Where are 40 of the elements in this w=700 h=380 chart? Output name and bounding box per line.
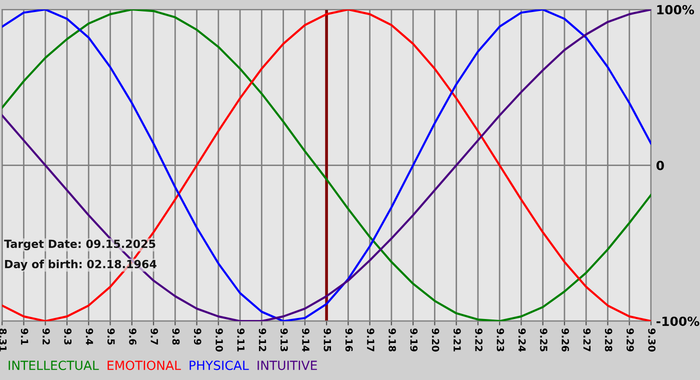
- x-tick-label: 9.21: [454, 328, 461, 352]
- x-tick-label: 9.3: [64, 328, 72, 344]
- x-tick-label: 9.10: [216, 328, 223, 352]
- x-tick-label: 9.1: [20, 328, 28, 345]
- x-tick-label: 9.7: [150, 328, 158, 344]
- x-tick-label: 9.13: [280, 328, 288, 352]
- x-tick-label: 9.15: [324, 328, 332, 352]
- y-tick-label: 0: [656, 160, 664, 170]
- x-tick-label: 9.30: [648, 328, 656, 352]
- x-tick-label: 9.19: [410, 328, 418, 352]
- x-tick-label: 9.9: [194, 328, 202, 345]
- y-tick-label: -100%: [656, 316, 700, 326]
- line-series: [2, 10, 651, 322]
- x-tick-label: 9.12: [258, 328, 266, 352]
- x-tick-label: 9.28: [604, 328, 612, 352]
- x-tick-label: 9.20: [432, 328, 440, 352]
- x-tick-label: 9.2: [42, 328, 50, 344]
- x-tick-label: 9.6: [129, 328, 136, 345]
- x-tick-label: 9.8: [172, 328, 180, 345]
- x-tick-label: 9.14: [302, 328, 310, 352]
- x-tick-label: 9.18: [388, 328, 396, 352]
- text: INTUITIVE: [258, 360, 317, 370]
- x-tick-label: 9.4: [86, 328, 94, 345]
- x-tick-label: 9.22: [475, 328, 482, 352]
- annotation: Day of birth: 02.18.1964: [5, 260, 156, 271]
- text: EMOTIONAL: [108, 360, 181, 370]
- x-tick-label: 9.16: [345, 328, 353, 352]
- y-tick-label: 100%: [657, 4, 694, 14]
- x-tick-label: 9.24: [518, 328, 526, 352]
- annotation: Target Date: 09.15.2025: [4, 240, 156, 250]
- x-tick-label: 9.25: [540, 328, 548, 352]
- x-tick-label: 9.27: [583, 328, 591, 352]
- text: INTELLECTUAL: [8, 360, 99, 370]
- x-tick-label: 9.5: [107, 328, 115, 345]
- x-tick-label: 9.23: [496, 328, 504, 352]
- x-tick-label: 9.11: [237, 328, 245, 352]
- x-tick-label: 9.26: [562, 328, 570, 352]
- x-tick-label: 9.17: [366, 328, 374, 352]
- text: PHYSICAL: [190, 360, 249, 370]
- x-tick-label: 9.29: [626, 328, 634, 352]
